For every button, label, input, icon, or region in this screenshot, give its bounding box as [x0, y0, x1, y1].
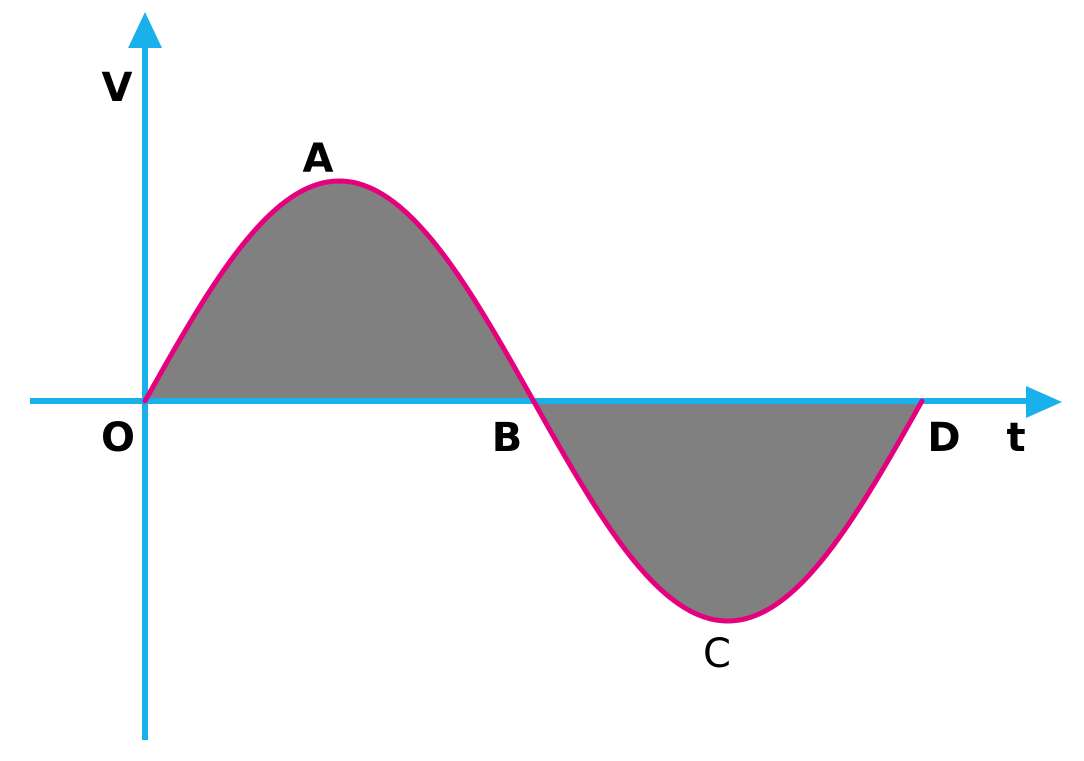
point-label-c: C [703, 631, 731, 677]
x-axis-label: t [1006, 415, 1025, 461]
point-label-d: D [927, 415, 960, 461]
voltage-axis-arrowhead [128, 12, 162, 48]
point-label-b: B [492, 415, 523, 461]
y-axis-label: V [102, 65, 133, 111]
point-label-a: A [303, 136, 334, 182]
point-label-o: O [101, 415, 135, 461]
positive-half-area [145, 181, 534, 401]
negative-half-area [533, 401, 922, 621]
time-axis-arrowhead [1026, 386, 1062, 418]
sine-curve [142, 178, 925, 624]
